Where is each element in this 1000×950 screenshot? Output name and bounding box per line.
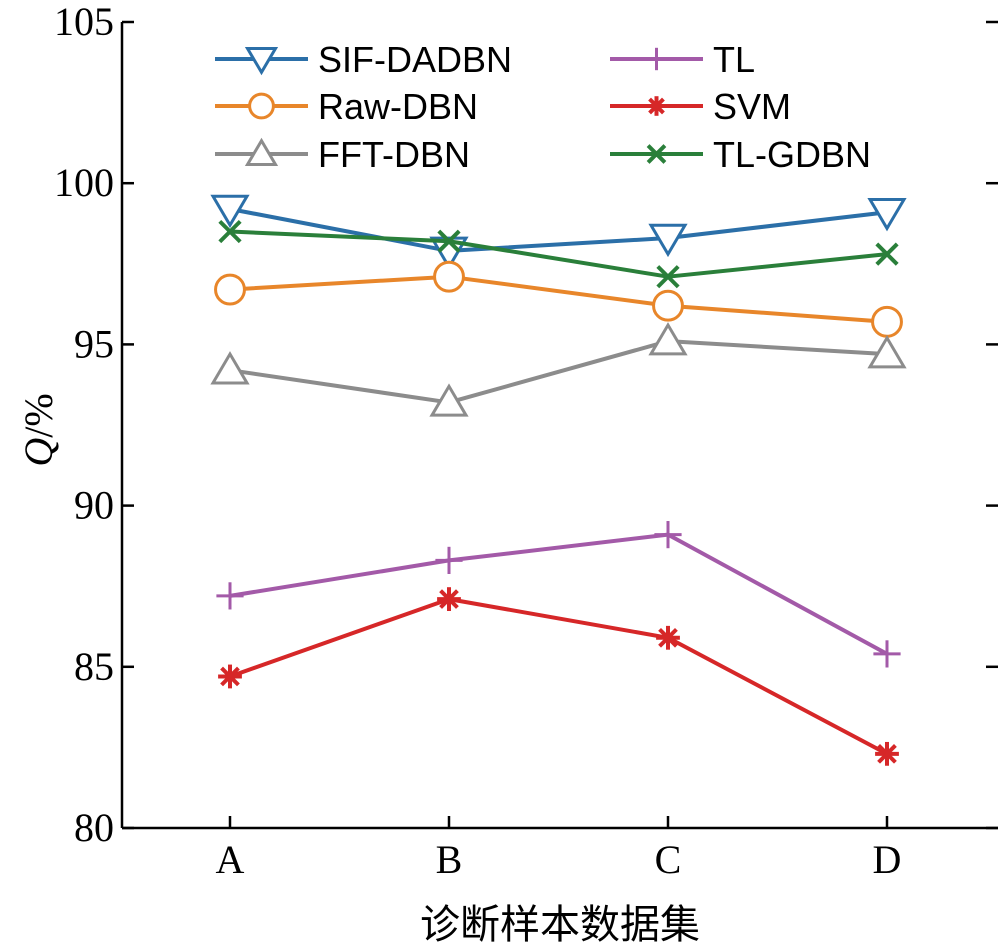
marker-x-b — [656, 265, 680, 289]
marker-x — [646, 144, 667, 164]
y-tick-label: 80 — [74, 805, 114, 850]
series-sif-dadbn — [210, 194, 907, 271]
marker-triangle-down — [244, 47, 279, 76]
legend-label: TL — [713, 39, 755, 80]
legend-label: TL-GDBN — [713, 134, 871, 175]
marker-x — [875, 242, 899, 266]
marker-circle — [433, 260, 465, 293]
marker-plus — [654, 521, 682, 549]
marker-asterisk — [875, 741, 899, 766]
marker-circle — [248, 92, 275, 120]
y-tick-label: 105 — [54, 0, 114, 44]
legend: SIF-DADBN Raw-DBN FFT-DBN TL SVM TL-GDBN — [215, 39, 871, 175]
marker-triangle-down — [867, 197, 907, 232]
series-line — [229, 229, 888, 279]
y-tick-label: 90 — [74, 483, 114, 528]
marker-triangle-up — [210, 351, 250, 385]
marker-asterisk — [218, 664, 242, 689]
series-line — [229, 339, 888, 405]
legend-label: FFT-DBN — [318, 134, 470, 175]
x-tick-label: A — [216, 837, 245, 882]
series-line — [229, 597, 888, 756]
series-line — [229, 274, 888, 324]
y-tick-label: 85 — [74, 644, 114, 689]
marker-triangle-up — [429, 383, 469, 417]
x-tick-label: D — [873, 837, 902, 882]
marker-asterisk-arm — [648, 97, 665, 115]
marker-triangle-up — [648, 322, 688, 356]
legend-item-tl-gdbn: TL-GDBN — [610, 134, 871, 175]
x-tick-label: C — [655, 837, 682, 882]
series-fft-dbn — [210, 322, 907, 417]
legend-item-svm: SVM — [610, 86, 791, 127]
marker-x — [218, 219, 242, 244]
marker-x-b — [437, 229, 461, 253]
marker-asterisk — [656, 625, 680, 650]
x-tick-label: B — [436, 837, 463, 882]
marker-circle — [871, 305, 903, 338]
series-line — [229, 532, 888, 656]
marker-asterisk — [437, 587, 461, 611]
marker-circle — [214, 273, 246, 306]
series-tl — [216, 521, 901, 668]
marker-plus — [216, 582, 244, 610]
legend-item-sif-dadbn: SIF-DADBN — [215, 39, 512, 80]
marker-x — [656, 265, 680, 289]
marker-triangle-up — [867, 334, 907, 369]
legend-item-fft-dbn: FFT-DBN — [215, 134, 470, 175]
marker-asterisk-arm — [658, 627, 678, 648]
legend-label: Raw-DBN — [318, 86, 478, 127]
marker-x-b — [875, 242, 899, 266]
legend-item-raw-dbn: Raw-DBN — [215, 86, 478, 127]
marker-triangle-down — [648, 223, 688, 258]
x-axis-title: 诊断样本数据集 — [420, 902, 700, 947]
marker-triangle-down — [429, 236, 469, 271]
marker-plus — [435, 546, 463, 575]
legend-label: SIF-DADBN — [318, 39, 512, 80]
y-tick-label: 100 — [54, 160, 114, 205]
legend-item-tl: TL — [610, 39, 755, 80]
marker-x-b — [218, 219, 242, 244]
marker-x — [437, 229, 461, 253]
legend-label: SVM — [713, 86, 791, 127]
series-line — [229, 207, 888, 253]
marker-plus — [873, 640, 901, 668]
marker-asterisk-arm — [439, 589, 459, 609]
marker-asterisk — [646, 96, 667, 116]
y-tick-label: 95 — [74, 321, 114, 366]
marker-plus — [645, 47, 668, 71]
axes: 80 85 90 95 100 105 A B C D — [54, 0, 998, 882]
series-raw-dbn — [214, 260, 903, 338]
marker-asterisk-arm — [220, 666, 240, 687]
series-svm — [218, 587, 899, 766]
marker-x-b — [646, 144, 667, 164]
series-tl-gdbn — [218, 219, 899, 289]
marker-triangle-down — [210, 194, 250, 229]
marker-circle — [652, 289, 684, 322]
marker-triangle-up — [244, 137, 279, 166]
plot-area — [210, 194, 907, 766]
y-axis-title: Q/% — [16, 393, 61, 466]
marker-asterisk-arm — [877, 744, 897, 764]
